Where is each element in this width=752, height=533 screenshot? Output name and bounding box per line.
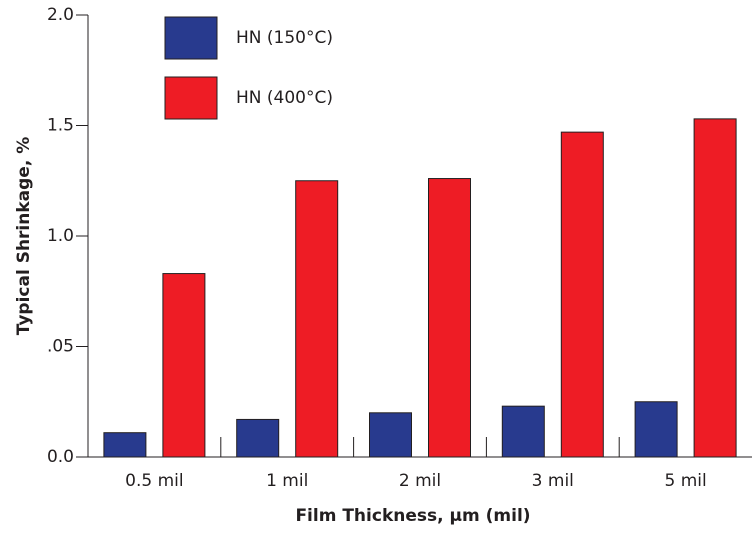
x-tick-label: 5 mil — [664, 471, 706, 491]
bar-hn400 — [693, 118, 737, 458]
x-ticks-group: 0.5 mil 1 mil 2 mil 3 mil 5 mil — [125, 437, 707, 491]
y-axis-title: Typical Shrinkage, % — [14, 137, 34, 336]
x-tick-label: 1 mil — [266, 471, 308, 491]
bar-hn150 — [369, 412, 412, 458]
bar-hn150 — [501, 405, 545, 458]
y-tick-label: 1.0 — [47, 226, 74, 246]
x-tick-label: 2 mil — [399, 471, 441, 491]
y-tick-label: .05 — [47, 337, 74, 357]
legend-swatch — [164, 16, 218, 60]
bar-hn400 — [560, 131, 604, 458]
y-tick-label: 0.0 — [47, 447, 74, 467]
bar-hn400 — [428, 178, 471, 458]
legend-swatch — [164, 76, 218, 120]
bar-hn150 — [634, 401, 678, 458]
y-tick-label: 1.5 — [47, 116, 74, 136]
bars-group — [103, 118, 737, 458]
bar-hn150 — [236, 418, 280, 458]
x-axis-title: Film Thickness, µm (mil) — [295, 506, 530, 526]
y-ticks-group: 0.0 .05 1.0 1.5 2.0 — [47, 5, 88, 467]
x-tick-label: 3 mil — [532, 471, 574, 491]
legend-label: HN (400°C) — [236, 88, 333, 108]
bar-hn150 — [103, 432, 147, 458]
legend: HN (150°C) HN (400°C) — [164, 16, 333, 120]
x-tick-label: 0.5 mil — [125, 471, 183, 491]
y-tick-label: 2.0 — [47, 5, 74, 25]
legend-label: HN (150°C) — [236, 28, 333, 48]
bar-hn400 — [162, 273, 206, 458]
bar-hn400 — [295, 180, 339, 458]
